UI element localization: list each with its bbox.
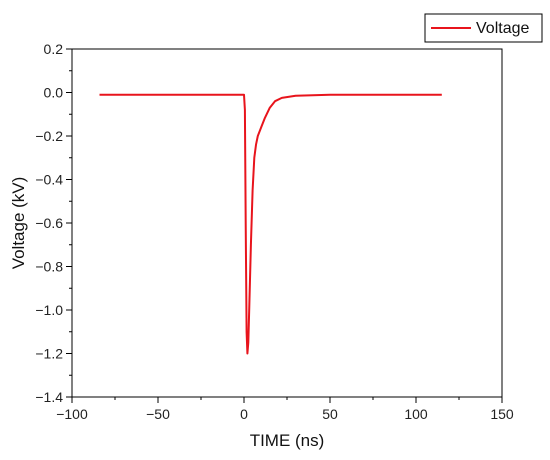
y-axis-title: Voltage (kV) — [9, 177, 28, 270]
x-tick-label: 50 — [322, 406, 338, 422]
y-tick-label: −0.8 — [35, 259, 63, 275]
legend-label: Voltage — [476, 20, 529, 37]
x-tick-label: 0 — [240, 406, 248, 422]
x-tick-label: 100 — [404, 406, 428, 422]
y-tick-label: −1.0 — [35, 302, 63, 318]
y-tick-label: −0.6 — [35, 215, 63, 231]
y-tick-label: −0.2 — [35, 128, 63, 144]
x-axis: −100 −50 0 50 100 150 — [56, 397, 514, 422]
y-tick-label: 0.2 — [44, 41, 64, 57]
x-axis-title: TIME (ns) — [250, 431, 325, 450]
y-axis: 0.2 0.0 −0.2 −0.4 −0.6 −0.8 −1.0 −1.2 −1.4 — [35, 41, 72, 405]
y-tick-label: −1.2 — [35, 346, 63, 362]
y-tick-label: −1.4 — [35, 389, 63, 405]
legend: Voltage — [424, 13, 543, 43]
y-tick-label: −0.4 — [35, 172, 63, 188]
x-tick-label: −50 — [146, 406, 170, 422]
series-line — [99, 93, 442, 355]
y-tick-label: 0.0 — [44, 85, 64, 101]
x-tick-label: −100 — [56, 406, 88, 422]
plot-frame — [71, 48, 503, 398]
x-tick-label: 150 — [490, 406, 514, 422]
